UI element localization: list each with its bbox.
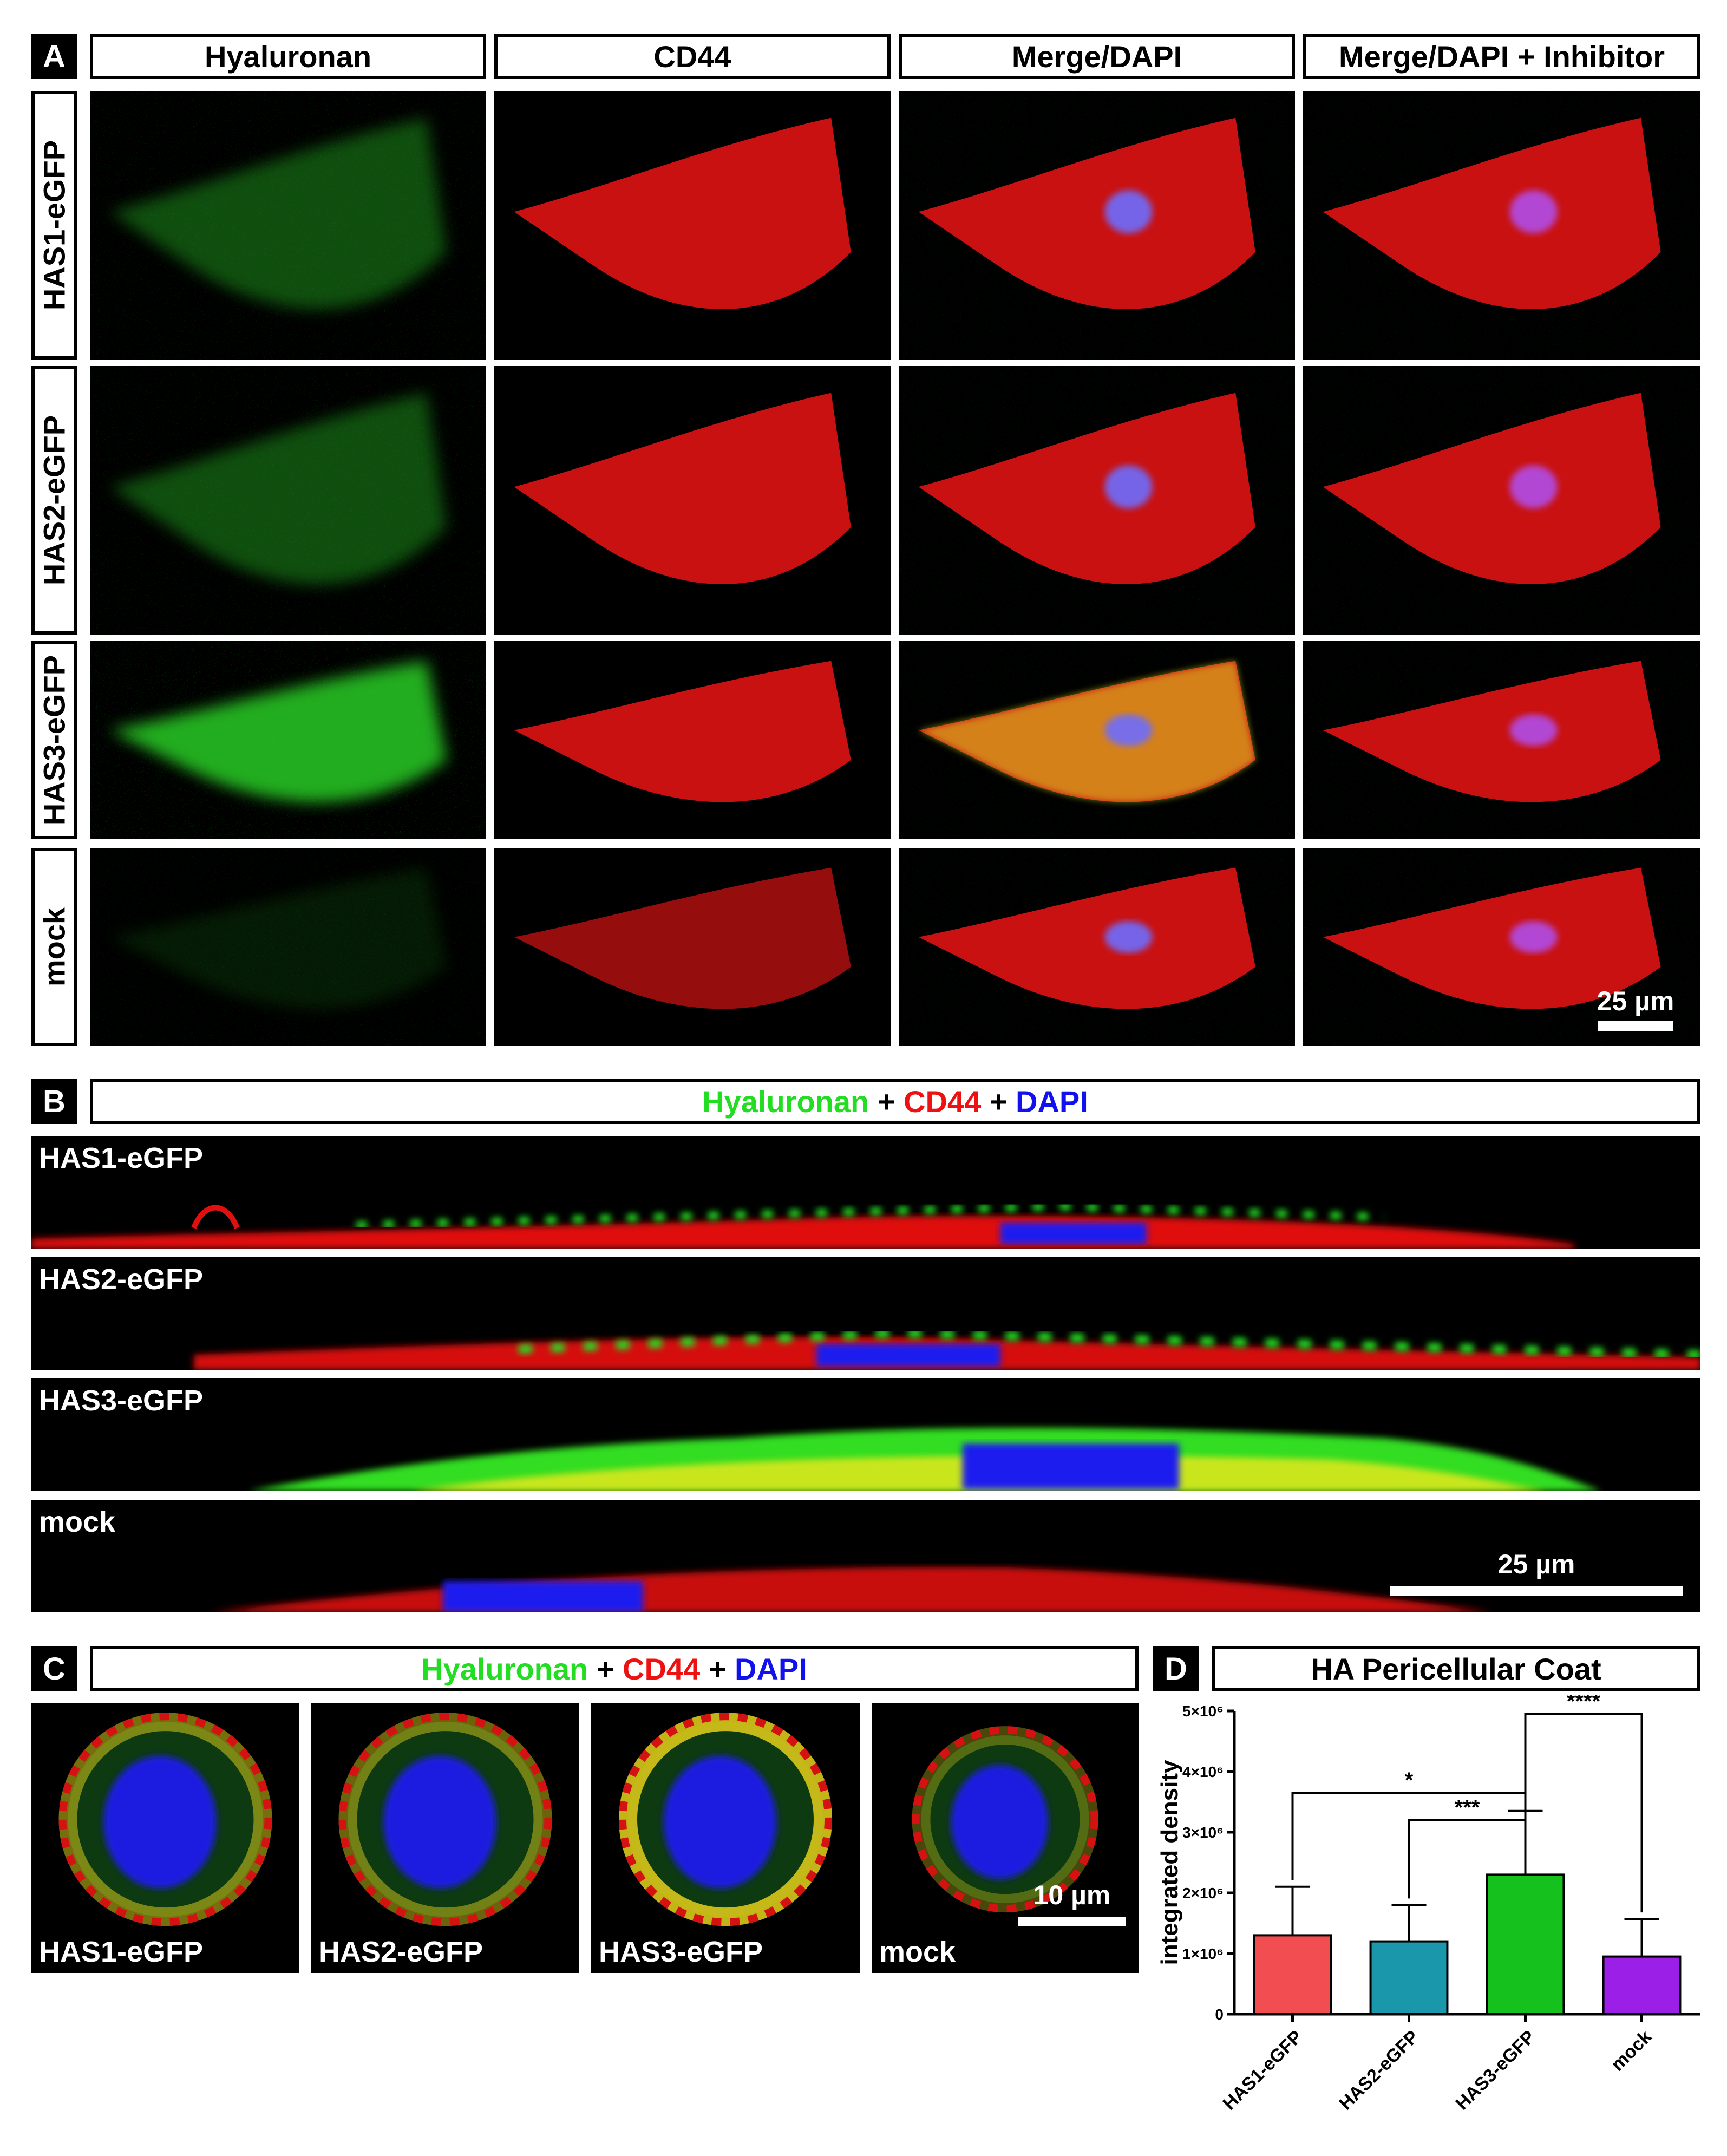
col-header-cd44: CD44 (494, 34, 891, 79)
xz-section-has1: HAS1-eGFP (31, 1136, 1700, 1249)
xz-label-has1: HAS1-eGFP (39, 1142, 204, 1174)
micrograph-mock-merge-inhibitor (1303, 848, 1700, 1046)
x-tick-label-2: HAS3-eGFP (1451, 2027, 1539, 2114)
panel-b-legend: Hyaluronan + CD44 + DAPI (90, 1079, 1700, 1124)
panel-c-scale-bar (1018, 1917, 1126, 1926)
panel-d-letter: D (1153, 1646, 1199, 1691)
legend-c-cd44: CD44 (623, 1651, 701, 1686)
legend-cd44: CD44 (904, 1084, 982, 1119)
xz-section-mock: mock 25 µm (31, 1500, 1700, 1612)
xz-label-has2: HAS2-eGFP (39, 1263, 204, 1296)
panel-c-letter: C (31, 1646, 77, 1691)
micrograph-has3-cd44 (494, 641, 891, 839)
micrograph-has1-merge (899, 91, 1295, 360)
xz-label-mock: mock (39, 1506, 116, 1538)
panel-b-scale-bar (1390, 1586, 1683, 1596)
panel-a-scale-bar (1598, 1021, 1673, 1031)
cell-image-has2: HAS2-eGFP (311, 1703, 579, 1973)
y-tick-label-3: 3×10⁶ (1182, 1824, 1224, 1841)
cell-image-has3: HAS3-eGFP (591, 1703, 860, 1973)
panel-c-legend: Hyaluronan + CD44 + DAPI (90, 1646, 1139, 1691)
legend-plus-1: + (877, 1084, 895, 1119)
y-tick-label-1: 1×10⁶ (1182, 1945, 1224, 1962)
row-label-has3: HAS3-eGFP (31, 641, 77, 839)
xz-section-has2: HAS2-eGFP (31, 1257, 1700, 1370)
micrograph-has3-hyaluronan (90, 641, 486, 839)
row-label-has3-text: HAS3-eGFP (37, 655, 71, 826)
row-label-has2: HAS2-eGFP (31, 366, 77, 635)
legend-c-plus-1: + (596, 1651, 614, 1686)
panel-b-scale-label: 25 µm (1497, 1549, 1575, 1579)
y-tick-label-4: 4×10⁶ (1182, 1763, 1224, 1780)
panel-a-scale-label: 25 µm (1597, 986, 1674, 1016)
y-tick-label-2: 2×10⁶ (1182, 1885, 1224, 1902)
micrograph-has2-cd44 (494, 366, 891, 635)
legend-c-dapi: DAPI (735, 1651, 807, 1686)
col-header-merge-dapi: Merge/DAPI (899, 34, 1295, 79)
bar-3 (1602, 1955, 1682, 2016)
y-tick-label-0: 0 (1215, 2006, 1224, 2023)
micrograph-mock-cd44 (494, 848, 891, 1046)
significance-label-1: *** (1455, 1796, 1480, 1820)
row-label-mock-text: mock (37, 907, 71, 987)
micrograph-mock-hyaluronan (90, 848, 486, 1046)
chart-title: HA Pericellular Coat (1212, 1646, 1700, 1691)
micrograph-has2-merge-inhibitor (1303, 366, 1700, 635)
cell-label-has1: HAS1-eGFP (39, 1936, 204, 1968)
bar-1 (1369, 1940, 1449, 2015)
panel-c-scale-label: 10 µm (1033, 1880, 1111, 1910)
bar-chart: 0 1×10⁶ 2×10⁶ 3×10⁶ 4×10⁶ 5×10⁶ integrated den… (1156, 1695, 1700, 2114)
legend-hyaluronan: Hyaluronan (702, 1084, 869, 1119)
x-tick-label-3: mock (1607, 2027, 1656, 2075)
significance-label-0: * (1405, 1768, 1414, 1792)
bar-2 (1486, 1873, 1565, 2015)
x-tick-label-1: HAS2-eGFP (1335, 2027, 1423, 2114)
cell-image-mock: mock 10 µm (872, 1703, 1139, 1973)
row-label-has1: HAS1-eGFP (31, 91, 77, 360)
bar-0 (1253, 1934, 1332, 2015)
panel-a-letter: A (31, 34, 77, 79)
x-tick-label-0: HAS1-eGFP (1219, 2027, 1306, 2114)
micrograph-mock-merge (899, 848, 1295, 1046)
cell-label-has3: HAS3-eGFP (599, 1936, 763, 1968)
significance-label-2: **** (1567, 1695, 1601, 1714)
legend-c-plus-2: + (708, 1651, 727, 1686)
row-label-has2-text: HAS2-eGFP (37, 415, 71, 586)
y-tick-label-5: 5×10⁶ (1182, 1703, 1224, 1720)
row-label-mock: mock (31, 848, 77, 1046)
panel-b-letter: B (31, 1079, 77, 1124)
row-label-has1-text: HAS1-eGFP (37, 140, 71, 311)
micrograph-has2-merge (899, 366, 1295, 635)
micrograph-has1-hyaluronan (90, 91, 486, 360)
significance-bracket-1 (1408, 1819, 1527, 1899)
legend-plus-2: + (989, 1084, 1008, 1119)
cell-label-mock: mock (879, 1936, 956, 1968)
micrograph-has3-merge (899, 641, 1295, 839)
micrograph-has2-hyaluronan (90, 366, 486, 635)
significance-bracket-2 (1524, 1713, 1643, 1913)
micrograph-has1-cd44 (494, 91, 891, 360)
cell-image-has1: HAS1-eGFP (31, 1703, 299, 1973)
legend-c-hyaluronan: Hyaluronan (421, 1651, 588, 1686)
xz-section-has3: HAS3-eGFP (31, 1378, 1700, 1491)
micrograph-has1-merge-inhibitor (1303, 91, 1700, 360)
y-axis-label: integrated density (1156, 1760, 1183, 1965)
legend-dapi: DAPI (1016, 1084, 1088, 1119)
col-header-merge-dapi-inhibitor: Merge/DAPI + Inhibitor (1303, 34, 1700, 79)
xz-label-has3: HAS3-eGFP (39, 1384, 204, 1417)
micrograph-has3-merge-inhibitor (1303, 641, 1700, 839)
cell-label-has2: HAS2-eGFP (319, 1936, 483, 1968)
col-header-hyaluronan: Hyaluronan (90, 34, 486, 79)
